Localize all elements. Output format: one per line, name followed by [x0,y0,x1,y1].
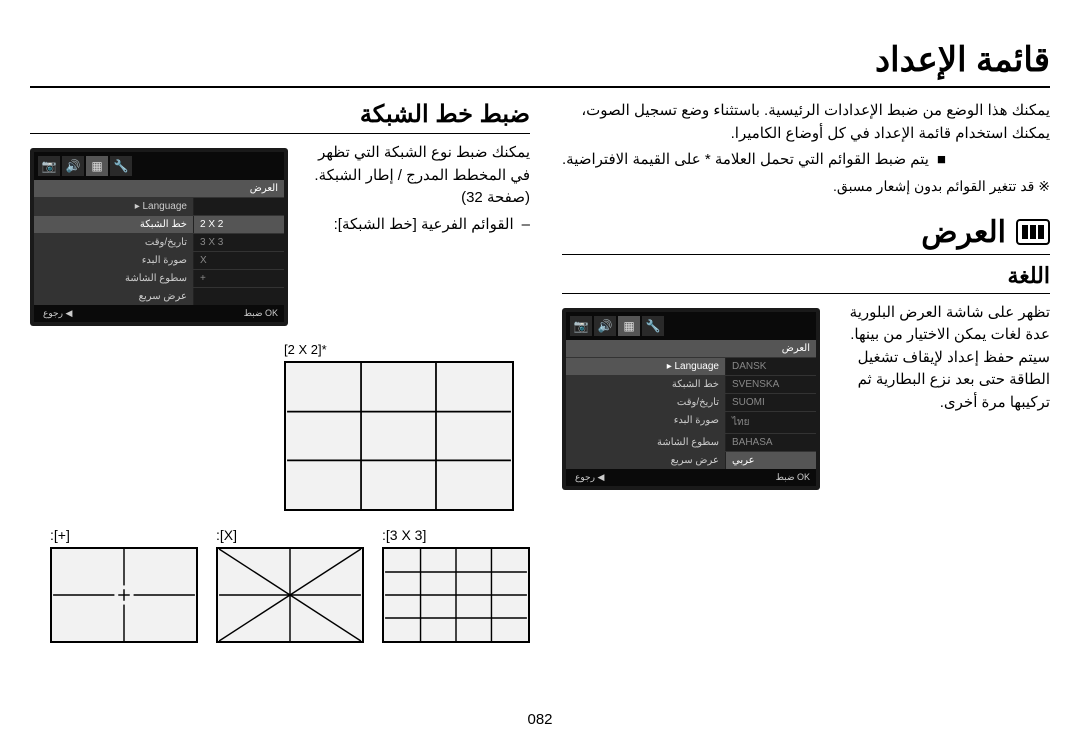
lcd-row-value: + [194,270,284,287]
lcd-row-value: عربي [726,452,816,469]
lcd-tab-camera: 📷 [38,156,60,176]
back-arrow-r: ◀ رجوع [572,472,607,483]
lcd-tab-settings: 🔧 [110,156,132,176]
default-bullet: ■ يتم ضبط القوائم التي تحمل العلامة * عل… [562,149,1050,172]
lcd-tab-display-r: ▦ [618,316,640,336]
lcd-menu-row: خط الشبكة2 X 2 [34,215,284,233]
lcd-row-label: Language ▸ [34,198,194,215]
lcd-menu-row: عرض سريععربي [566,451,816,469]
lcd-menu-row: تاريخ/وقت3 X 3 [34,233,284,251]
lcd-menu-row: خط الشبكةSVENSKA [566,375,816,393]
lcd-row-label: Language ▸ [566,358,726,375]
language-para: تظهر على شاشة العرض البلورية عدة لغات يم… [834,302,1050,490]
lcd-row-value: 2 X 2 [194,216,284,233]
submenu-row: – القوائم الفرعية [خط الشبكة]: [302,214,530,237]
lcd-tabs: 📷 🔊 ▦ 🔧 [34,152,284,180]
grid-plus-img [50,547,198,643]
lcd-row-label: عرض سريع [566,452,726,469]
back-label-r: رجوع [575,472,595,482]
lcd-menu-row: سطوع الشاشةBAHASA [566,433,816,451]
grid-options-row: :[3 X 3] :[X] [30,527,530,643]
display-title-wrap: العرض [562,215,1050,255]
grid-x-img [216,547,364,643]
grid-para: يمكنك ضبط نوع الشبكة التي تظهر في المخطط… [302,142,530,210]
grid-2x2-img [284,361,514,511]
display-icon [1016,219,1050,245]
lcd-row-label: تاريخ/وقت [34,234,194,251]
dash-icon: – [522,214,530,237]
display-title: العرض [921,215,1006,250]
lcd-row-label: صورة البدء [34,252,194,269]
lcd-banner: العرض [34,180,284,197]
lcd-screen-language: 📷 🔊 ▦ 🔧 العرض Language ▸DANSKخط الشبكةSV… [562,308,820,490]
lcd-row-value: SVENSKA [726,376,816,393]
lcd-footer-r: OK ضبط ◀ رجوع [566,469,816,486]
lcd-row-label: خط الشبكة [34,216,194,233]
lcd-tab-settings-r: 🔧 [642,316,664,336]
lcd-row-value: SUOMI [726,394,816,411]
lcd-menu-row: Language ▸ [34,197,284,215]
back-arrow-icon: ◀ رجوع [40,308,75,319]
grid-3x3-label: :[3 X 3] [382,527,530,543]
lcd-row-value [194,288,284,305]
intro-para: يمكنك هذا الوضع من ضبط الإعدادات الرئيسي… [562,100,1050,145]
note-mark-icon: ※ [1038,178,1050,194]
lcd-menu-row: عرض سريع [34,287,284,305]
lcd-row-value: 3 X 3 [194,234,284,251]
lcd-row-label: سطوع الشاشة [566,434,726,451]
lcd-menu-row: صورة البدءX [34,251,284,269]
grid-line-title: ضبط خط الشبكة [30,100,530,134]
lcd-tabs-r: 📷 🔊 ▦ 🔧 [566,312,816,340]
lcd-tab-display: ▦ [86,156,108,176]
lcd-tab-camera-r: 📷 [570,316,592,336]
lcd-screen-gridline: 📷 🔊 ▦ 🔧 العرض Language ▸خط الشبكة2 X 2تا… [30,148,288,326]
lcd-row-value [194,198,284,215]
lcd-row-label: صورة البدء [566,412,726,433]
page-number: 082 [527,711,552,728]
note-row: ※ قد تتغير القوائم بدون إشعار مسبق. [562,178,1050,195]
lcd-menu-row: صورة البدءไทย [566,411,816,433]
lcd-tab-sound: 🔊 [62,156,84,176]
lcd-row-value: BAHASA [726,434,816,451]
lcd-row-value: ไทย [726,412,816,433]
grid-2x2-label: [2 X 2]* [284,342,530,357]
grid-x-label: :[X] [216,527,364,543]
lcd-row-label: خط الشبكة [566,376,726,393]
lcd-banner-r: العرض [566,340,816,357]
lcd-tab-sound-r: 🔊 [594,316,616,336]
right-column: يمكنك هذا الوضع من ضبط الإعدادات الرئيسي… [562,100,1050,643]
square-bullet-icon: ■ [937,149,946,172]
submenu-label: القوائم الفرعية [خط الشبكة]: [334,214,514,237]
lcd-footer: OK ضبط ◀ رجوع [34,305,284,322]
bullet-text: يتم ضبط القوائم التي تحمل العلامة * على … [562,149,929,172]
lcd-row-label: تاريخ/وقت [566,394,726,411]
set-label: ضبط [244,308,263,318]
main-title: قائمة الإعداد [30,40,1050,88]
lcd-row-value: X [194,252,284,269]
ok-label: OK [265,308,278,318]
left-column: ضبط خط الشبكة يمكنك ضبط نوع الشبكة التي … [30,100,530,643]
lcd-menu-row: Language ▸DANSK [566,357,816,375]
note-text: قد تتغير القوائم بدون إشعار مسبق. [833,178,1034,194]
lcd-menu-row: سطوع الشاشة+ [34,269,284,287]
lcd-row-label: سطوع الشاشة [34,270,194,287]
lcd-menu-row: تاريخ/وقتSUOMI [566,393,816,411]
grid-plus-label: :[+] [50,527,198,543]
lcd-row-value: DANSK [726,358,816,375]
back-label: رجوع [43,308,63,318]
language-title: اللغة [562,263,1050,294]
ok-label-r: OK [797,472,810,482]
lcd-row-label: عرض سريع [34,288,194,305]
grid-3x3-img [382,547,530,643]
set-label-r: ضبط [776,472,795,482]
